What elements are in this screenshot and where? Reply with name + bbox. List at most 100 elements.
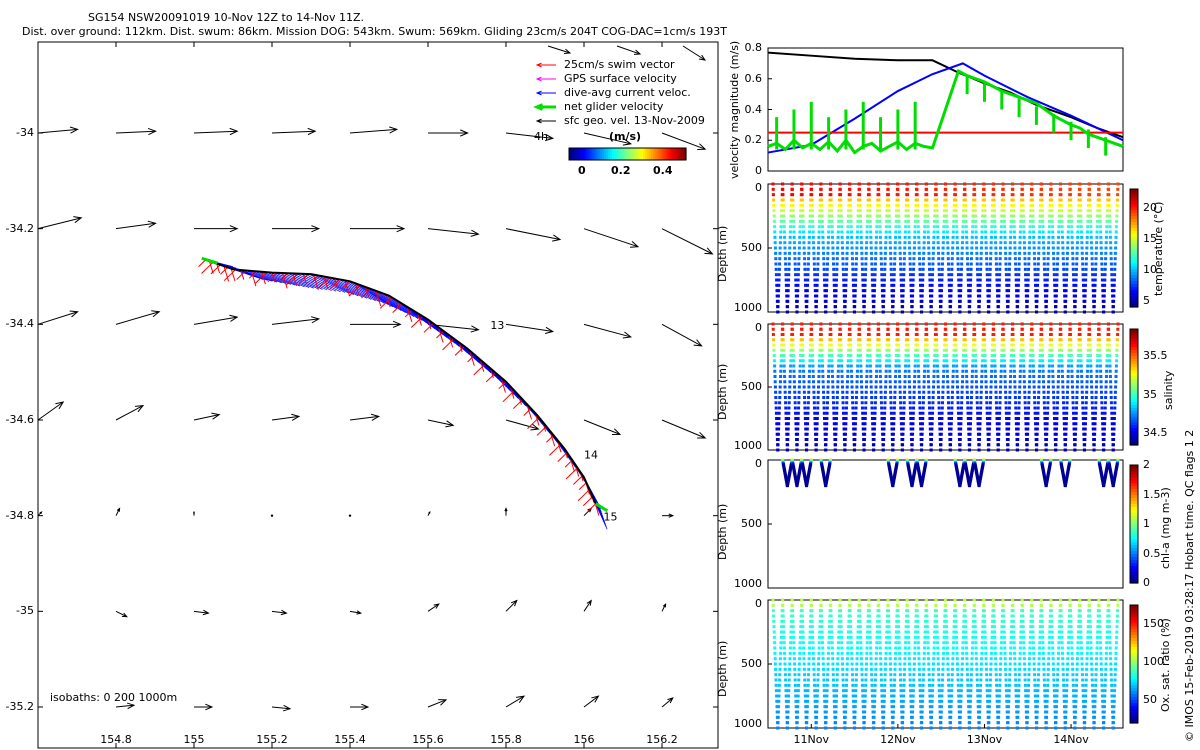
salinity-section-point [1085, 369, 1089, 373]
salinity-section-point [1026, 411, 1030, 415]
temperature-section-point [1012, 225, 1016, 229]
salinity-section-point [1071, 396, 1075, 399]
salinity-section-point [799, 348, 803, 352]
chla-section-point [920, 484, 924, 488]
salinity-section-point [928, 427, 932, 431]
day-label: 13 [490, 319, 504, 332]
salinity-section-point [868, 359, 872, 363]
temperature-section-point [1001, 187, 1005, 191]
salinity-section-point [1093, 417, 1097, 420]
salinity-section-point [826, 385, 830, 389]
salinity-section-point [1078, 327, 1082, 331]
temperature-section-point [947, 273, 951, 277]
salinity-section-point [850, 396, 854, 399]
salinity-section-point [813, 411, 817, 415]
salinity-section-point [1005, 417, 1009, 420]
chla-section-colorbar-cell [1130, 467, 1138, 472]
temperature-section-point [1048, 219, 1052, 223]
salinity-section-point [820, 338, 824, 342]
temperature-section-point [1062, 283, 1066, 287]
temperature-section-point [936, 230, 940, 234]
temperature-section-point [860, 257, 864, 261]
geo-vector [616, 45, 642, 55]
salinity-section-point [988, 406, 992, 410]
temperature-section-point [862, 305, 866, 309]
salinity-section-point [1116, 322, 1120, 326]
temperature-section-point [921, 278, 925, 282]
chla-section-point [805, 484, 809, 488]
salinity-section-point [788, 380, 792, 384]
temperature-section-point [1004, 262, 1008, 266]
temperature-section-point [1056, 241, 1060, 245]
salinity-section-point [894, 359, 898, 363]
salinity-section-point [998, 401, 1002, 405]
salinity-section-point [1004, 396, 1008, 399]
salinity-section-point [1090, 385, 1094, 389]
salinity-section-point [1041, 369, 1045, 373]
temperature-section-colorbar-cell [1130, 259, 1138, 264]
salinity-section-point [897, 364, 901, 368]
temperature-section-point [909, 278, 913, 282]
salinity-section-point [1025, 438, 1029, 441]
salinity-section-point [840, 380, 844, 384]
salinity-section-point [1067, 343, 1071, 347]
temperature-section-point [965, 257, 969, 261]
salinity-section-point [1106, 322, 1110, 326]
dac-vector [346, 280, 385, 304]
temperature-section-point [887, 214, 891, 218]
salinity-section-point [983, 343, 987, 347]
colorbar-cell [670, 148, 673, 160]
geo-vector [271, 316, 321, 325]
temperature-section-point [810, 203, 814, 207]
temperature-section-point [889, 257, 893, 261]
salinity-section-point [841, 411, 845, 415]
salinity-section-point [1073, 443, 1077, 447]
temperature-section-point [968, 305, 972, 309]
temperature-section-point [958, 299, 962, 303]
salinity-section-point [975, 401, 979, 405]
temperature-section-point [798, 219, 802, 223]
colorbar-cell [645, 148, 648, 160]
salinity-section-point [1081, 422, 1085, 426]
temperature-section-point [899, 278, 903, 282]
temperature-section-point [1037, 241, 1041, 245]
salinity-section-point [933, 354, 937, 357]
temperature-section-point [956, 251, 960, 255]
salinity-section-colorbar-cell [1130, 421, 1138, 426]
oxygen-section-point [791, 619, 795, 623]
temperature-section-point [864, 262, 868, 266]
salinity-section-point [980, 364, 984, 368]
temperature-section-point [1032, 235, 1036, 239]
temperature-section-point [1065, 273, 1069, 277]
salinity-section-point [920, 443, 924, 447]
temperature-section-point [877, 209, 881, 213]
salinity-section-point [1050, 359, 1054, 363]
temperature-section-point [872, 294, 876, 298]
salinity-section-point [1086, 359, 1090, 363]
salinity-section-point [1011, 333, 1015, 336]
salinity-section-point [919, 422, 923, 426]
salinity-section-point [784, 417, 788, 420]
salinity-section-point [1022, 359, 1026, 363]
salinity-section-point [954, 343, 958, 347]
temperature-section-point [973, 203, 977, 207]
salinity-section-point [1068, 333, 1072, 336]
temperature-section-point [776, 310, 780, 314]
salinity-section-point [1090, 406, 1094, 410]
geo-vector [661, 697, 674, 708]
salinity-section-point [872, 443, 876, 447]
temperature-section-point [845, 246, 849, 250]
temperature-section-point [880, 273, 884, 277]
temperature-section-point [811, 225, 815, 229]
salinity-section-point [789, 343, 793, 347]
salinity-section-point [786, 432, 790, 436]
salinity-section-point [1033, 406, 1037, 410]
temperature-section-point [1057, 214, 1061, 218]
salinity-section-point [805, 432, 809, 436]
salinity-section-point [1030, 327, 1034, 331]
salinity-section-point [983, 359, 987, 363]
salinity-section-point [812, 401, 816, 405]
salinity-section-point [1050, 354, 1054, 357]
salinity-section-point [901, 438, 905, 441]
salinity-section-point [844, 406, 848, 410]
